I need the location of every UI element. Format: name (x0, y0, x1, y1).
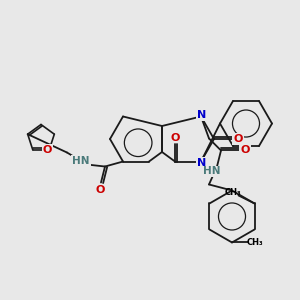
Text: N: N (197, 158, 207, 167)
Text: HN: HN (72, 155, 90, 166)
Text: CH₃: CH₃ (247, 238, 263, 247)
Text: O: O (95, 184, 105, 194)
Text: O: O (233, 134, 243, 144)
Text: O: O (240, 146, 250, 155)
Text: CH₃: CH₃ (224, 188, 241, 197)
Text: O: O (43, 145, 52, 155)
Text: O: O (170, 133, 180, 142)
Text: N: N (197, 110, 207, 121)
Text: HN: HN (203, 167, 221, 176)
